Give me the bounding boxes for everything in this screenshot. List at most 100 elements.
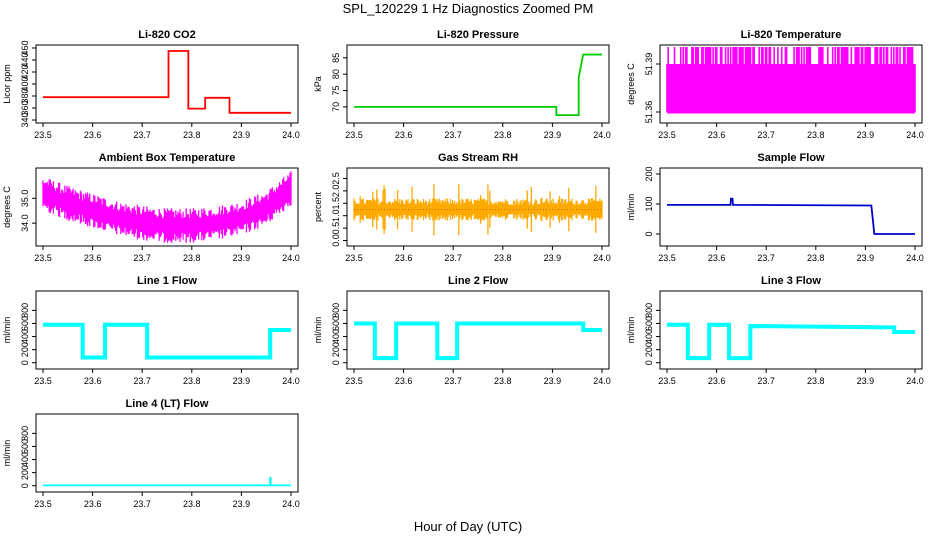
y-tick-label: 400 [644, 329, 654, 344]
y-tick-label: 51.36 [644, 101, 654, 124]
panel-title: Line 1 Flow [137, 275, 197, 287]
x-tick-label: 23.6 [708, 253, 726, 263]
y-axis-label: ml/min [626, 194, 636, 221]
y-tick-label: 0.0 [331, 234, 341, 247]
y-axis-label: degrees C [626, 63, 636, 105]
y-tick-label: 0 [644, 360, 654, 365]
y-axis-label: ml/min [2, 440, 12, 467]
y-tick-label: 800 [644, 303, 654, 318]
panel-title: Li-820 Pressure [437, 29, 519, 41]
chart-panel-6: Sample Flow ml/min 23.5 23.6 23.7 23.8 23.9 24.… [626, 152, 924, 263]
y-tick-label: 600 [644, 316, 654, 331]
data-layer [43, 50, 291, 114]
x-tick-label: 23.6 [708, 130, 726, 140]
plot-frame [35, 413, 299, 493]
y-tick-label: 1.5 [331, 197, 341, 210]
y-tick-label: 75 [331, 86, 341, 96]
y-tick-label: 400 [331, 329, 341, 344]
y-axis-label: ml/min [626, 317, 636, 344]
y-tick-label: 600 [331, 316, 341, 331]
x-tick-label: 23.7 [133, 253, 151, 263]
panel-title: Li-820 Temperature [741, 29, 842, 41]
x-tick-label: 23.5 [34, 499, 52, 509]
y-tick-label: 600 [20, 439, 30, 454]
plot-frame [346, 290, 610, 370]
y-tick-label: 35.0 [20, 190, 30, 208]
x-tick-label: 23.5 [658, 253, 676, 263]
y-axis-label: percent [313, 191, 323, 222]
y-tick-label: 200 [331, 342, 341, 357]
y-tick-label: 0 [644, 231, 654, 236]
y-tick-label: 420 [20, 64, 30, 79]
plot-frame [346, 167, 610, 247]
data-layer [43, 322, 291, 360]
x-tick-label: 24.0 [593, 130, 611, 140]
x-tick-label: 23.5 [345, 253, 363, 263]
chart-panel-9: Line 3 Flow ml/min 23.5 23.6 23.7 23.8 23.9 24.… [626, 275, 924, 386]
x-tick-label: 23.8 [494, 130, 512, 140]
x-tick-label: 23.7 [133, 499, 151, 509]
y-tick-label: 200 [644, 342, 654, 357]
x-tick-label: 24.0 [906, 253, 924, 263]
x-tick-label: 23.7 [444, 130, 462, 140]
plot-frame [659, 290, 923, 370]
chart-panel-7: Line 1 Flow ml/min 23.5 23.6 23.7 23.8 23.9 24.… [2, 275, 300, 386]
panel-title: Sample Flow [757, 152, 825, 164]
panel-title: Li-820 CO2 [138, 29, 195, 41]
x-tick-label: 23.5 [658, 376, 676, 386]
x-tick-label: 23.8 [183, 130, 201, 140]
y-tick-label: 0 [20, 483, 30, 488]
data-series [42, 171, 292, 243]
y-tick-label: 80 [331, 69, 341, 79]
y-tick-label: 0 [331, 360, 341, 365]
y-axis-label: kPa [313, 76, 323, 92]
x-tick-label: 23.9 [233, 376, 251, 386]
data-series [43, 322, 291, 360]
data-series [43, 50, 291, 114]
x-tick-label: 24.0 [593, 253, 611, 263]
x-tick-label: 23.9 [544, 376, 562, 386]
x-tick-label: 23.6 [395, 376, 413, 386]
x-tick-label: 23.9 [857, 376, 875, 386]
data-layer [42, 171, 292, 243]
x-tick-label: 23.5 [345, 130, 363, 140]
y-tick-label: 85 [331, 53, 341, 63]
y-tick-label: 200 [644, 166, 654, 181]
x-tick-label: 23.6 [84, 499, 102, 509]
figure-xlabel: Hour of Day (UTC) [414, 519, 522, 534]
x-tick-label: 23.6 [395, 130, 413, 140]
x-tick-label: 23.5 [345, 376, 363, 386]
y-tick-label: 400 [20, 452, 30, 467]
x-tick-label: 23.8 [183, 376, 201, 386]
figure-title: SPL_120229 1 Hz Diagnostics Zoomed PM [343, 1, 594, 16]
x-tick-label: 24.0 [282, 376, 300, 386]
x-tick-label: 23.6 [84, 376, 102, 386]
data-series [354, 53, 602, 116]
data-layer [353, 183, 603, 236]
x-tick-label: 23.8 [807, 376, 825, 386]
data-layer [354, 53, 602, 116]
x-tick-label: 23.6 [395, 253, 413, 263]
y-tick-label: 0.5 [331, 222, 341, 235]
panel-title: Gas Stream RH [438, 152, 518, 164]
data-series [667, 197, 915, 235]
y-axis-label: Licor ppm [2, 64, 12, 104]
y-tick-label: 2.0 [331, 185, 341, 198]
chart-panel-2: Li-820 Pressure kPa 23.5 23.6 23.7 23.8 23.9 24… [313, 29, 611, 140]
x-tick-label: 23.7 [757, 376, 775, 386]
data-layer [354, 321, 602, 361]
y-tick-label: 340 [20, 112, 30, 127]
x-tick-label: 23.7 [757, 253, 775, 263]
y-tick-label: 34.0 [20, 214, 30, 232]
plot-frame [346, 44, 610, 124]
y-tick-label: 360 [20, 100, 30, 115]
y-tick-label: 400 [20, 76, 30, 91]
x-tick-label: 23.9 [233, 253, 251, 263]
x-tick-label: 23.8 [494, 253, 512, 263]
x-tick-label: 23.6 [84, 253, 102, 263]
x-tick-label: 23.8 [494, 376, 512, 386]
data-series [666, 47, 916, 112]
plot-frame [659, 167, 923, 247]
y-axis-label: ml/min [2, 317, 12, 344]
data-layer [667, 197, 915, 235]
